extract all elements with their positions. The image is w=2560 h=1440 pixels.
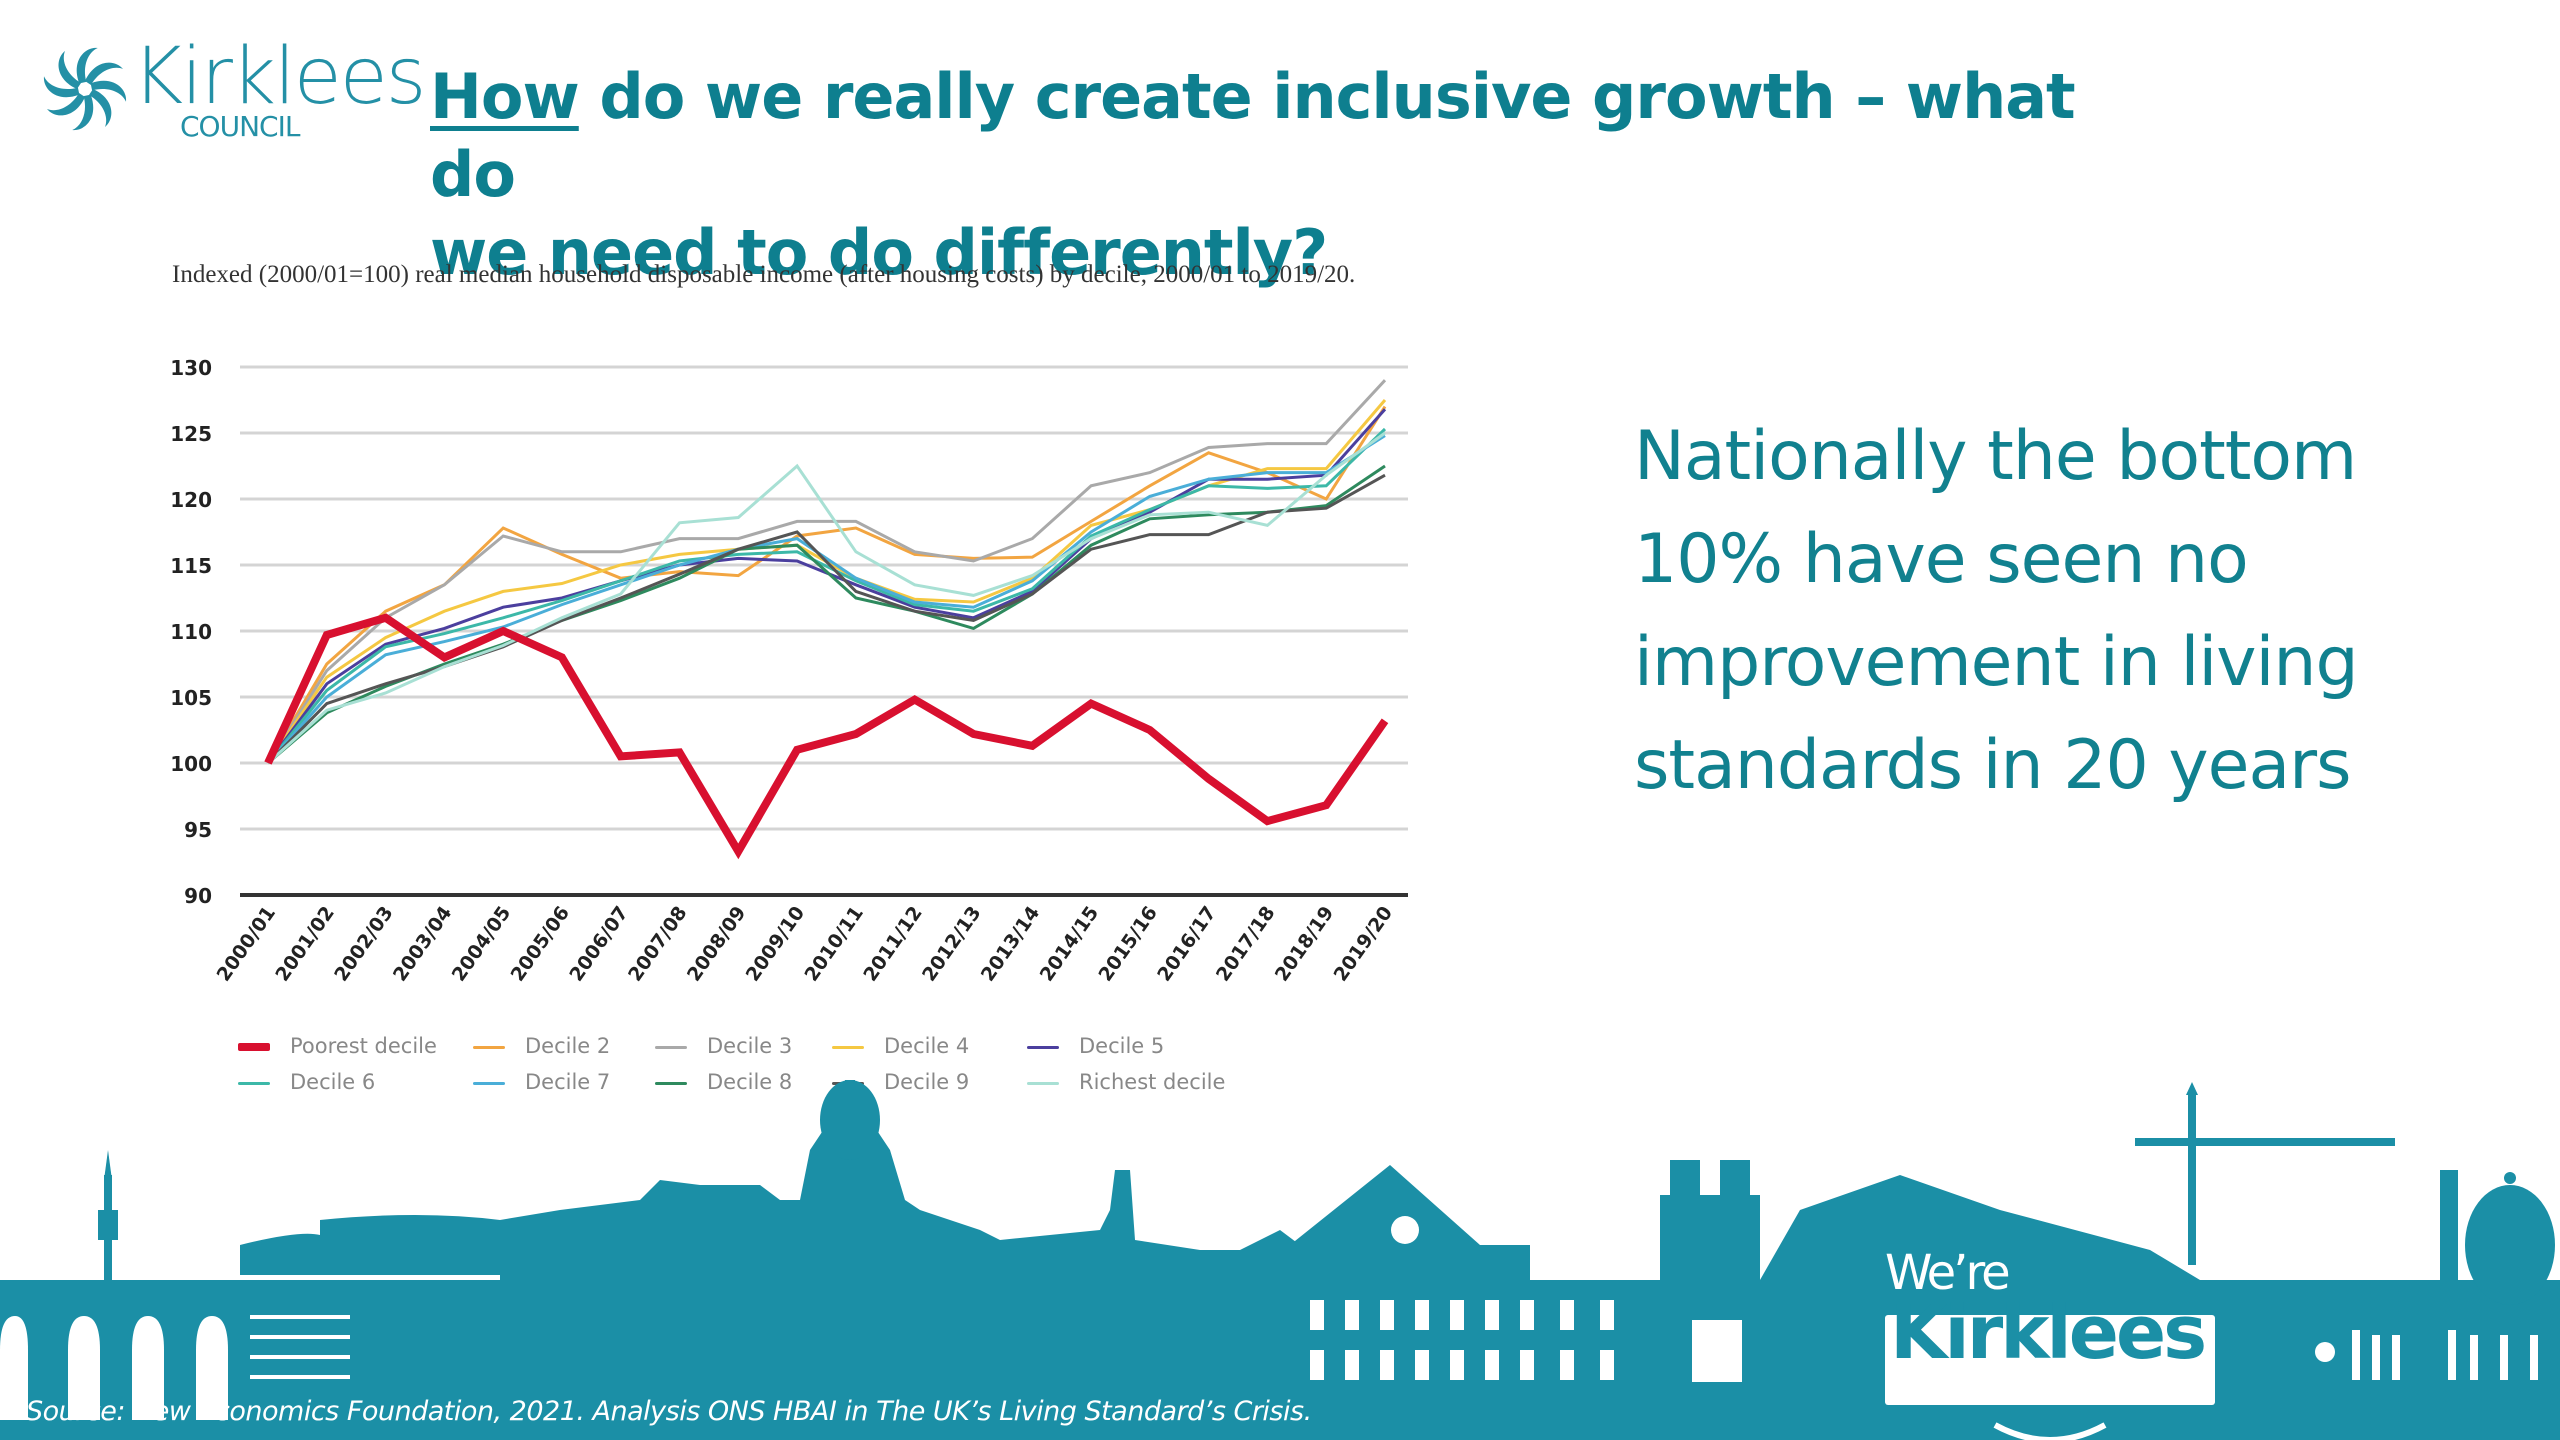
- x-tick-label: 2008/09: [683, 902, 751, 985]
- y-axis-ticks: 90 95 100 105 110 115 120 125 130: [170, 356, 212, 908]
- legend-label: Decile 6: [290, 1070, 376, 1094]
- legend-item: Decile 9: [832, 1070, 969, 1094]
- series-line-decile-7: [266, 434, 1386, 764]
- y-tick-label: 115: [170, 554, 212, 578]
- legend-label: Decile 4: [884, 1034, 970, 1058]
- legend-swatch: [473, 1045, 505, 1049]
- x-tick-label: 2013/14: [977, 902, 1045, 985]
- title-line1-rest: do we really create inclusive growth – w…: [430, 60, 2076, 211]
- legend-item: Decile 8: [655, 1070, 792, 1094]
- legend-swatch: [832, 1045, 864, 1049]
- legend-label: Decile 7: [525, 1070, 611, 1094]
- decile-income-chart: 90 95 100 105 110 115 120 125 130 2000/012001/02…: [170, 356, 1408, 986]
- kirklees-skyline-illustration: [0, 1080, 2560, 1440]
- y-tick-label: 120: [170, 488, 212, 512]
- chart-title: Indexed (2000/01=100) real median househ…: [172, 261, 1356, 288]
- legend-item: Decile 4: [832, 1034, 969, 1058]
- page-title: How do we really create inclusive growth…: [430, 58, 2130, 292]
- y-tick-label: 105: [170, 686, 212, 710]
- x-tick-label: 2018/19: [1271, 902, 1339, 985]
- x-tick-label: 2006/07: [565, 902, 633, 985]
- key-message-line: improvement in living: [1634, 623, 2359, 702]
- series-line-decile-8: [267, 464, 1386, 765]
- key-message: Nationally the bottom 10% have seen no i…: [1634, 405, 2514, 817]
- legend-swatch: [655, 1081, 687, 1085]
- y-tick-label: 95: [184, 818, 212, 842]
- key-message-line: 10% have seen no: [1634, 520, 2249, 599]
- y-tick-label: 125: [170, 422, 212, 446]
- legend-label: Poorest decile: [290, 1034, 437, 1058]
- x-tick-label: 2011/12: [859, 902, 927, 985]
- legend-swatch: [238, 1043, 270, 1051]
- y-tick-label: 100: [170, 752, 212, 776]
- legend-item: Decile 6: [238, 1070, 375, 1094]
- legend-item: Decile 7: [473, 1070, 610, 1094]
- series-line-decile-9: [266, 473, 1386, 765]
- x-tick-label: 2009/10: [742, 902, 810, 985]
- legend-item: Richest decile: [1027, 1070, 1225, 1094]
- logo-wordmark: Kirklees: [132, 32, 426, 122]
- legend-swatch: [655, 1045, 687, 1049]
- legend-swatch: [238, 1081, 270, 1085]
- x-tick-label: 2016/17: [1153, 902, 1221, 985]
- x-axis-ticks: 2000/012001/022002/032003/042004/052005/…: [213, 902, 1398, 985]
- series-line-decile-6: [266, 427, 1387, 764]
- x-tick-label: 2017/18: [1212, 902, 1280, 985]
- legend-label: Richest decile: [1079, 1070, 1226, 1094]
- x-tick-label: 2015/16: [1094, 902, 1162, 985]
- legend-item: Decile 2: [473, 1034, 610, 1058]
- x-tick-label: 2007/08: [624, 902, 692, 985]
- legend-item: Decile 5: [1027, 1034, 1164, 1058]
- swirl-logo-icon: [43, 47, 127, 131]
- series-line-richest-decile: [266, 431, 1386, 765]
- key-message-line: Nationally the bottom: [1634, 417, 2357, 496]
- y-tick-label: 130: [170, 356, 212, 380]
- legend-item: Poorest decile: [238, 1034, 437, 1058]
- logo-subtitle: COUNCIL: [180, 110, 300, 143]
- series-line-poorest-decile: [264, 613, 1389, 860]
- x-tick-label: 2012/13: [918, 902, 986, 985]
- chart-series-lines: [264, 379, 1389, 860]
- badge-line1: We’re: [1885, 1245, 2011, 1301]
- x-tick-label: 2004/05: [448, 902, 516, 985]
- source-citation: Source: New Economics Foundation, 2021. …: [26, 1396, 1312, 1427]
- x-tick-label: 2005/06: [507, 902, 575, 985]
- legend-swatch: [1027, 1081, 1059, 1085]
- x-tick-label: 2000/01: [213, 902, 281, 985]
- x-tick-label: 2002/03: [330, 902, 398, 985]
- title-line2: we need to do differently?: [430, 216, 1328, 289]
- key-message-line: standards in 20 years: [1634, 726, 2352, 805]
- x-tick-label: 2001/02: [271, 902, 339, 985]
- x-tick-label: 2019/20: [1330, 902, 1398, 985]
- badge-line2: Kirklees: [1890, 1290, 2207, 1376]
- y-tick-label: 110: [170, 620, 212, 644]
- series-line-decile-5: [266, 408, 1387, 764]
- legend-label: Decile 8: [707, 1070, 793, 1094]
- x-tick-label: 2010/11: [800, 902, 868, 985]
- x-tick-label: 2003/04: [389, 902, 457, 985]
- kirklees-council-logo: Kirklees COUNCIL: [40, 32, 426, 150]
- legend-label: Decile 2: [525, 1034, 611, 1058]
- legend-label: Decile 9: [884, 1070, 970, 1094]
- title-underlined-word: How: [430, 60, 580, 133]
- series-line-decile-3: [266, 379, 1387, 764]
- y-tick-label: 90: [184, 884, 212, 908]
- legend-swatch: [1027, 1045, 1059, 1049]
- x-tick-label: 2014/15: [1036, 902, 1104, 985]
- legend-swatch: [473, 1081, 505, 1085]
- legend-item: Decile 3: [655, 1034, 792, 1058]
- series-line-decile-2: [266, 405, 1387, 764]
- legend-label: Decile 3: [707, 1034, 793, 1058]
- legend-label: Decile 5: [1079, 1034, 1165, 1058]
